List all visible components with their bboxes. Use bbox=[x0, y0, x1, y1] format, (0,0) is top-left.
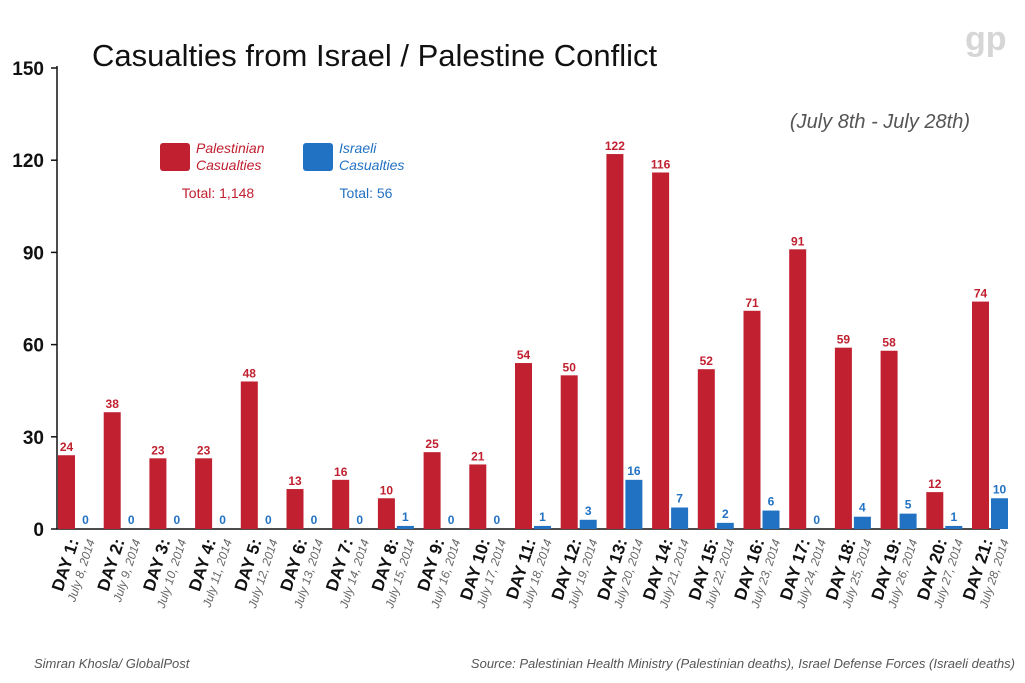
legend-israeli-label-line2: Casualties bbox=[339, 157, 404, 173]
israeli-value-label: 0 bbox=[265, 513, 272, 527]
palestinian-bar bbox=[195, 458, 213, 529]
globalpost-logo: gp bbox=[965, 20, 1007, 58]
israeli-value-label: 6 bbox=[768, 495, 775, 509]
israeli-value-label: 5 bbox=[905, 498, 912, 512]
y-tick-label: 0 bbox=[33, 520, 44, 541]
israeli-value-label: 1 bbox=[539, 510, 546, 524]
palestinian-value-label: 16 bbox=[334, 465, 348, 479]
y-tick-label: 120 bbox=[12, 151, 44, 172]
palestinian-value-label: 58 bbox=[882, 336, 896, 350]
bars: 2403802302304801301601012502105415031221… bbox=[58, 139, 1008, 529]
israeli-bar bbox=[625, 479, 643, 529]
palestinian-bar bbox=[834, 347, 852, 529]
israeli-value-label: 0 bbox=[813, 513, 820, 527]
chart-title: Casualties from Israel / Palestine Confl… bbox=[92, 38, 658, 73]
palestinian-value-label: 52 bbox=[700, 354, 714, 368]
palestinian-bar bbox=[560, 375, 578, 529]
israeli-value-label: 0 bbox=[219, 513, 226, 527]
chart-subtitle: (July 8th - July 28th) bbox=[790, 111, 970, 133]
palestinian-value-label: 71 bbox=[745, 296, 759, 310]
palestinian-value-label: 10 bbox=[380, 483, 394, 497]
palestinian-value-label: 23 bbox=[197, 443, 211, 457]
palestinian-value-label: 122 bbox=[605, 139, 625, 153]
legend-palestinian-total: Total: 1,148 bbox=[182, 185, 255, 201]
legend-palestinian-label-line1: Palestinian bbox=[196, 140, 265, 156]
israeli-value-label: 1 bbox=[950, 510, 957, 524]
legend-israeli-total: Total: 56 bbox=[340, 185, 393, 201]
israeli-bar bbox=[853, 516, 871, 529]
palestinian-bar bbox=[789, 249, 807, 529]
legend: Palestinian Casualties Total: 1,148 Isra… bbox=[160, 140, 404, 201]
palestinian-bar bbox=[58, 455, 75, 529]
israeli-value-label: 0 bbox=[311, 513, 318, 527]
palestinian-value-label: 91 bbox=[791, 234, 805, 248]
israeli-value-label: 1 bbox=[402, 510, 409, 524]
y-tick-label: 90 bbox=[23, 243, 44, 264]
palestinian-bar bbox=[377, 498, 395, 529]
legend-palestinian-label-line2: Casualties bbox=[196, 157, 261, 173]
israeli-value-label: 10 bbox=[993, 482, 1007, 496]
palestinian-value-label: 25 bbox=[425, 437, 439, 451]
palestinian-value-label: 50 bbox=[563, 360, 577, 374]
legend-israeli-swatch bbox=[303, 143, 333, 171]
palestinian-value-label: 38 bbox=[106, 397, 120, 411]
palestinian-value-label: 13 bbox=[288, 474, 302, 488]
israeli-value-label: 0 bbox=[128, 513, 135, 527]
palestinian-bar bbox=[469, 464, 487, 529]
palestinian-bar bbox=[697, 369, 715, 529]
palestinian-bar bbox=[743, 310, 761, 529]
palestinian-value-label: 21 bbox=[471, 449, 485, 463]
israeli-value-label: 2 bbox=[722, 507, 729, 521]
palestinian-bar bbox=[423, 452, 441, 529]
palestinian-bar bbox=[972, 301, 989, 529]
legend-palestinian-swatch bbox=[160, 143, 190, 171]
palestinian-value-label: 59 bbox=[837, 333, 851, 347]
palestinian-bar bbox=[103, 412, 121, 529]
israeli-bar bbox=[762, 510, 780, 529]
israeli-bar bbox=[899, 513, 917, 529]
israeli-value-label: 4 bbox=[859, 501, 866, 515]
israeli-bar bbox=[579, 519, 597, 529]
palestinian-bar bbox=[926, 492, 944, 529]
israeli-value-label: 0 bbox=[493, 513, 500, 527]
palestinian-bar bbox=[332, 479, 350, 529]
israeli-bar bbox=[671, 507, 689, 529]
palestinian-value-label: 116 bbox=[651, 157, 671, 171]
y-tick-label: 60 bbox=[23, 336, 44, 357]
palestinian-bar bbox=[515, 363, 532, 529]
palestinian-bar bbox=[880, 350, 898, 529]
israeli-bar bbox=[716, 522, 734, 529]
legend-israeli-label-line1: Israeli bbox=[339, 140, 377, 156]
palestinian-bar bbox=[606, 154, 624, 529]
y-tick-label: 30 bbox=[23, 428, 44, 449]
israeli-bar bbox=[534, 525, 551, 529]
israeli-value-label: 0 bbox=[174, 513, 181, 527]
israeli-bar bbox=[396, 525, 414, 529]
footer-credit: Simran Khosla/ GlobalPost bbox=[34, 656, 191, 671]
israeli-value-label: 3 bbox=[585, 504, 592, 518]
footer-source: Source: Palestinian Health Ministry (Pal… bbox=[471, 656, 1015, 671]
palestinian-bar bbox=[240, 381, 258, 529]
palestinian-value-label: 12 bbox=[928, 477, 942, 491]
israeli-value-label: 0 bbox=[356, 513, 363, 527]
israeli-value-label: 0 bbox=[82, 513, 89, 527]
palestinian-value-label: 24 bbox=[60, 440, 74, 454]
y-tick-label: 150 bbox=[12, 59, 44, 80]
israeli-value-label: 16 bbox=[627, 464, 641, 478]
palestinian-bar bbox=[286, 489, 304, 529]
israeli-value-label: 0 bbox=[448, 513, 455, 527]
palestinian-bar bbox=[149, 458, 167, 529]
palestinian-value-label: 23 bbox=[151, 443, 165, 457]
israeli-bar bbox=[945, 525, 963, 529]
israeli-value-label: 7 bbox=[676, 491, 683, 505]
palestinian-value-label: 54 bbox=[517, 348, 531, 362]
palestinian-value-label: 48 bbox=[243, 366, 257, 380]
palestinian-bar bbox=[652, 172, 670, 529]
palestinian-value-label: 74 bbox=[974, 287, 988, 301]
israeli-bar bbox=[991, 498, 1008, 529]
